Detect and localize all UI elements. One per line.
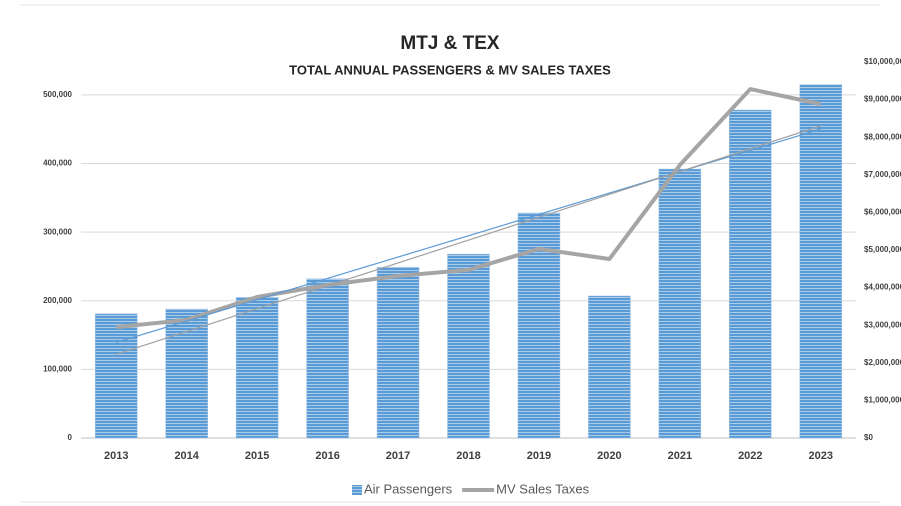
chart-title: MTJ & TEX <box>400 33 500 54</box>
bar <box>306 278 349 439</box>
y2-tick-label: $2,000,000 <box>864 358 901 367</box>
y-tick-label: 200,000 <box>43 296 72 305</box>
y2-tick-label: $4,000,000 <box>864 283 901 292</box>
y2-tick-label: $6,000,000 <box>864 208 901 217</box>
line <box>116 87 822 330</box>
y2-tick-label: $8,000,000 <box>864 132 901 141</box>
bar <box>235 297 279 439</box>
trendline <box>116 128 821 343</box>
y2-tick-label: $3,000,000 <box>864 320 901 329</box>
y-tick-label: 0 <box>68 433 73 442</box>
chart-subtitle: TOTAL ANNUAL PASSENGERS & MV SALES TAXES <box>289 62 611 77</box>
x-tick-label: 2016 <box>315 450 339 462</box>
x-tick-label: 2022 <box>738 450 762 462</box>
y2-tick-label: $9,000,000 <box>864 95 901 104</box>
y-tick-label: 500,000 <box>43 90 72 99</box>
bar <box>799 84 843 439</box>
x-tick-label: 2020 <box>597 450 621 462</box>
x-tick-label: 2017 <box>386 450 410 462</box>
x-tick-label: 2014 <box>174 450 199 462</box>
y-tick-label: 100,000 <box>43 364 72 373</box>
x-tick-label: 2013 <box>104 450 128 462</box>
bar <box>729 109 772 439</box>
trendline <box>116 125 821 355</box>
y2-tick-label: $5,000,000 <box>864 245 901 254</box>
bar <box>376 266 420 439</box>
bar <box>517 212 561 439</box>
y2-tick-label: $10,000,000 <box>864 57 901 66</box>
bar <box>94 313 138 439</box>
y-tick-label: 400,000 <box>43 159 72 168</box>
y-tick-label: 300,000 <box>43 227 72 236</box>
x-tick-label: 2018 <box>456 450 480 462</box>
x-tick-label: 2019 <box>527 450 551 462</box>
legend-swatch <box>352 485 362 495</box>
x-tick-label: 2021 <box>668 450 692 462</box>
bar <box>165 308 208 439</box>
legend-label: MV Sales Taxes <box>496 481 589 496</box>
bar <box>588 295 631 439</box>
y2-tick-label: $7,000,000 <box>864 170 901 179</box>
bar <box>447 253 490 439</box>
bar <box>658 168 702 439</box>
y2-tick-label: $1,000,000 <box>864 396 901 405</box>
legend-label: Air Passengers <box>364 481 453 496</box>
y2-tick-label: $0 <box>864 433 873 442</box>
x-tick-label: 2015 <box>245 450 269 462</box>
x-tick-label: 2023 <box>809 450 833 462</box>
